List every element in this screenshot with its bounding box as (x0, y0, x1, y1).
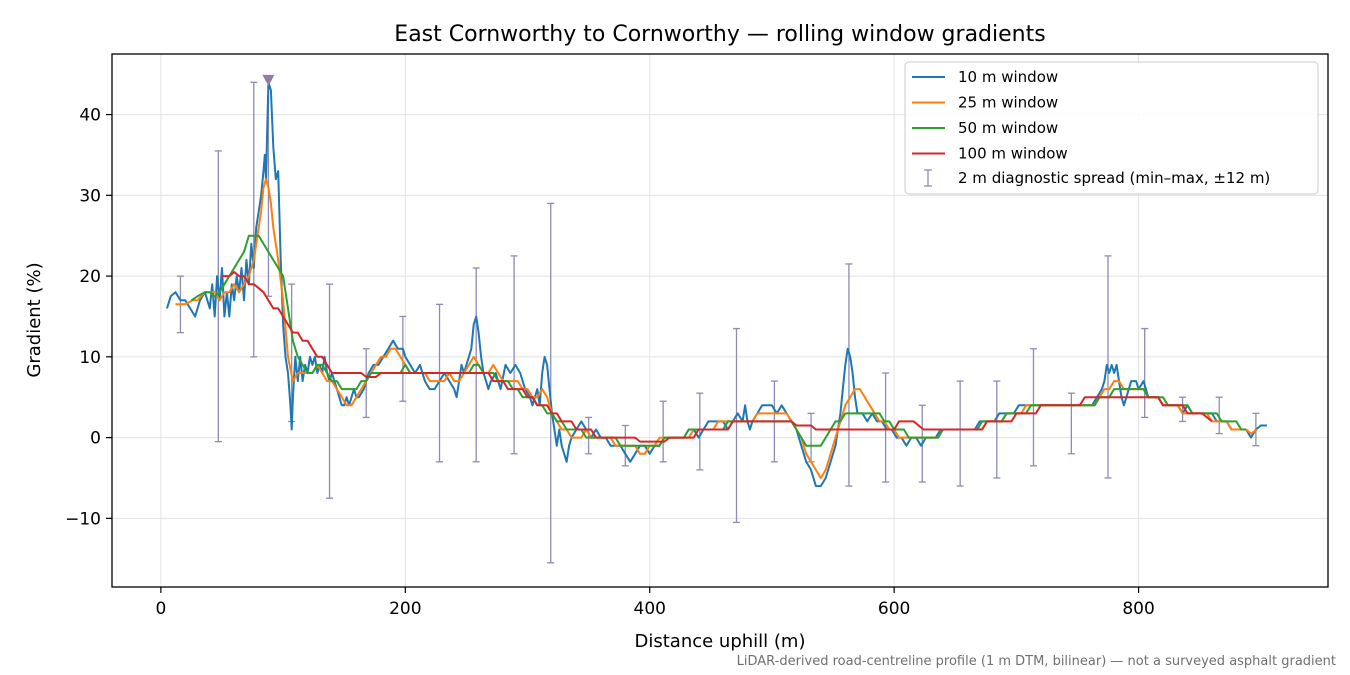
series-line-4 (222, 271, 1213, 443)
x-tick-label: 400 (634, 599, 666, 619)
error-bar (510, 255, 518, 455)
series-line-2 (175, 178, 1258, 479)
x-tick-label: 800 (1122, 599, 1154, 619)
error-bar (436, 303, 444, 463)
error-bar (732, 327, 740, 524)
x-axis-ticks: 0 200 400 600 800 (155, 587, 1155, 619)
error-bar (1215, 396, 1223, 435)
x-tick-label: 200 (389, 599, 421, 619)
y-tick-label: 30 (79, 186, 101, 206)
error-bar (993, 380, 1001, 479)
y-tick-label: 0 (90, 429, 101, 449)
error-bar (1029, 348, 1037, 467)
error-bar (659, 400, 667, 463)
error-bar (696, 392, 704, 471)
plot-frame (111, 53, 1329, 588)
error-bar (956, 380, 964, 487)
y-axis-ticks: −10 0 10 20 30 40 (65, 106, 112, 529)
error-bar (585, 416, 593, 455)
legend-label: 25 m window (958, 94, 1058, 112)
series-lines (166, 81, 1267, 488)
legend-label: 2 m diagnostic spread (min–max, ±12 m) (958, 169, 1270, 187)
peak-marker-triangle (262, 74, 275, 86)
error-bar (845, 263, 853, 487)
peak-marker (262, 74, 275, 86)
series-line-3 (190, 234, 1247, 447)
y-tick-label: 20 (79, 267, 101, 287)
y-axis-label: Gradient (%) (24, 262, 45, 377)
grid (112, 54, 1328, 587)
legend-label: 50 m window (958, 119, 1058, 137)
chart-title: East Cornworthy to Cornworthy — rolling … (394, 22, 1045, 47)
error-bar (1067, 392, 1075, 455)
error-bar (326, 283, 334, 499)
x-tick-label: 0 (155, 599, 166, 619)
footnote: LiDAR-derived road-centreline profile (1… (737, 654, 1336, 669)
x-axis-label: Distance uphill (m) (635, 631, 806, 652)
y-tick-label: 40 (79, 106, 101, 126)
error-bar (1141, 327, 1149, 419)
legend-label: 10 m window (958, 68, 1058, 86)
legend-box (904, 61, 1319, 195)
x-tick-label: 600 (878, 599, 910, 619)
error-bar (250, 81, 258, 358)
legend-label: 100 m window (958, 145, 1068, 163)
error-bar (399, 315, 407, 402)
y-tick-label: 10 (79, 348, 101, 368)
error-bar (1179, 396, 1187, 423)
error-bar (547, 202, 555, 564)
y-tick-label: −10 (65, 509, 101, 529)
legend: 10 m window 25 m window 50 m window 100 m w… (904, 61, 1319, 195)
